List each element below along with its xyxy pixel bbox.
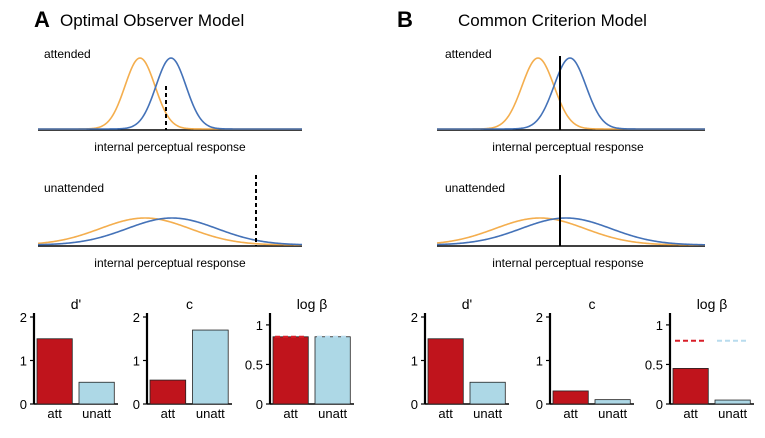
panel-a-chart-3: log β 0 0.5 1 att unatt xyxy=(245,296,354,421)
panel-a-chart-2-y-tick-label: 0 xyxy=(133,397,140,412)
panel-a-attended-label: attended xyxy=(44,47,91,61)
panel-b-chart-2-bar-unatt xyxy=(594,399,631,405)
panel-a-attended-xlabel: internal perceptual response xyxy=(94,140,246,154)
panel-a-chart-1-category-label: att xyxy=(47,406,62,421)
panel-b-chart-1-category-label: unatt xyxy=(473,406,502,421)
panel-a-chart-3-category-label: att xyxy=(283,406,298,421)
panel-b-chart-3-y-tick-label: 1 xyxy=(656,318,663,333)
panel-b-unattended-signal-curve xyxy=(436,217,706,246)
panel-a-chart-2-bar-unatt xyxy=(192,329,229,405)
panel-a-chart-3-category-label: unatt xyxy=(318,406,347,421)
panel-a-title: Optimal Observer Model xyxy=(60,11,244,30)
panel-a-chart-2: c 0 1 2 att unatt xyxy=(133,296,232,421)
panel-b-letter: B xyxy=(397,7,413,32)
panel-b-attended-xlabel: internal perceptual response xyxy=(492,140,644,154)
panel-b-chart-3-title: log β xyxy=(697,296,728,312)
panel-a-chart-1-y-tick-label: 0 xyxy=(20,397,27,412)
panel-a-chart-1-category-label: unatt xyxy=(82,406,111,421)
panel-a-unattended-plot: unattended internal perceptual response xyxy=(37,175,303,270)
panel-b-chart-3-category-label: unatt xyxy=(718,406,747,421)
panel-a-chart-2-category-label: att xyxy=(161,406,176,421)
panel-b-chart-1-bar-att xyxy=(427,338,464,405)
panel-b-unattended-label: unattended xyxy=(445,181,505,195)
panel-a-chart-3-title: log β xyxy=(297,296,328,312)
bar-charts: d' 0 1 2 att unatt c 0 1 2 att unatt log β 0 0.5 1 att un… xyxy=(20,296,754,421)
panel-b-chart-1-y-tick-label: 1 xyxy=(411,354,418,369)
panel-b-chart-2-y-tick-label: 0 xyxy=(536,397,543,412)
panel-b-attended-label: attended xyxy=(445,47,492,61)
panel-a-chart-2-y-tick-label: 1 xyxy=(133,354,140,369)
panel-b-chart-2-category-label: att xyxy=(563,406,578,421)
panel-b-chart-2: c 0 1 2 att unatt xyxy=(536,296,634,421)
panel-a-unattended-noise-curve xyxy=(37,217,303,246)
panel-a-chart-2-category-label: unatt xyxy=(196,406,225,421)
panel-b-chart-1: d' 0 1 2 att unatt xyxy=(411,296,509,421)
panel-b-chart-3-y-tick-label: 0.5 xyxy=(645,357,663,372)
panel-b-unattended-plot: unattended internal perceptual response xyxy=(436,175,706,270)
panel-a-chart-2-title: c xyxy=(186,296,193,312)
panel-b-title: Common Criterion Model xyxy=(458,11,647,30)
panel-b-chart-1-title: d' xyxy=(462,296,472,312)
panel-b-chart-3-bar-att xyxy=(672,368,709,405)
panel-b-attended-plot: attended internal perceptual response xyxy=(437,47,705,154)
panel-a-chart-1-bar-unatt xyxy=(78,381,115,405)
panel-b-unattended-xlabel: internal perceptual response xyxy=(492,256,644,270)
panel-a-attended-plot: attended internal perceptual response xyxy=(38,47,302,154)
panel-a-chart-3-y-tick-label: 0.5 xyxy=(245,357,263,372)
panel-a-chart-1-y-tick-label: 2 xyxy=(20,310,27,325)
panel-a-attended-signal-curve xyxy=(38,57,302,130)
panel-b-attended-signal-curve xyxy=(437,57,705,130)
panel-a-attended-noise-curve xyxy=(38,57,302,130)
panel-a-chart-2-bar-att xyxy=(149,379,187,405)
panel-a-letter: A xyxy=(34,7,50,32)
panel-b-chart-2-bar-att xyxy=(552,390,589,405)
panel-b-attended-noise-curve xyxy=(437,57,705,130)
panel-a-chart-3-bar-att xyxy=(272,336,309,405)
panel-b-chart-3-category-label: att xyxy=(683,406,698,421)
panel-b-chart-2-y-tick-label: 1 xyxy=(536,354,543,369)
panel-b-chart-1-category-label: att xyxy=(438,406,453,421)
panel-a-chart-2-y-tick-label: 2 xyxy=(133,310,140,325)
panel-b-chart-2-y-tick-label: 2 xyxy=(536,310,543,325)
panel-b-chart-2-category-label: unatt xyxy=(598,406,627,421)
panel-a-chart-3-y-tick-label: 1 xyxy=(256,318,263,333)
panel-a-chart-1-bar-att xyxy=(36,338,73,405)
panel-b-chart-3: log β 0 0.5 1 att unatt xyxy=(645,296,754,421)
panel-a-chart-1-y-tick-label: 1 xyxy=(20,354,27,369)
panel-b-chart-1-bar-unatt xyxy=(469,381,506,405)
panel-a-unattended-signal-curve xyxy=(37,217,303,246)
panel-b-chart-2-title: c xyxy=(589,296,596,312)
panel-a-unattended-label: unattended xyxy=(44,181,104,195)
panel-b-chart-3-bar-unatt xyxy=(714,399,751,405)
panel-a-chart-3-y-tick-label: 0 xyxy=(256,397,263,412)
panel-b-chart-1-y-tick-label: 0 xyxy=(411,397,418,412)
panel-a-chart-1-title: d' xyxy=(71,296,81,312)
panel-a-unattended-xlabel: internal perceptual response xyxy=(94,256,246,270)
panel-b-chart-1-y-tick-label: 2 xyxy=(411,310,418,325)
panel-a-chart-3-bar-unatt xyxy=(314,336,351,405)
panel-b-chart-3-y-tick-label: 0 xyxy=(656,397,663,412)
panel-b-unattended-noise-curve xyxy=(436,217,706,246)
panel-a-chart-1: d' 0 1 2 att unatt xyxy=(20,296,118,421)
